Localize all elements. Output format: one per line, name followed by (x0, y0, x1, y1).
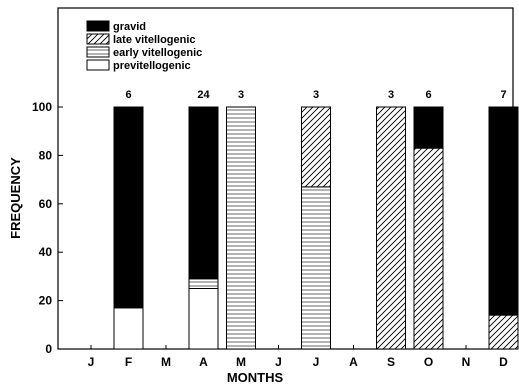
x-tick-label: J (275, 355, 282, 369)
bars-group (113, 106, 519, 350)
bar-segment-previtellogenic (188, 288, 219, 350)
bar-segment-gravid (113, 106, 144, 309)
bar-segment-late-vitellogenic (301, 106, 331, 188)
bar-segment-early-vitellogenic (301, 186, 331, 350)
sample-size-label: 6 (125, 89, 131, 101)
bar-segment-gravid (413, 106, 444, 149)
y-tick-label: 80 (39, 148, 53, 162)
y-tick-label: 0 (45, 342, 52, 356)
sample-size-label: 6 (425, 89, 431, 101)
sample-size-label: 3 (388, 89, 394, 101)
sample-size-label: 24 (197, 89, 210, 101)
legend-label: gravid (113, 21, 146, 33)
bar-segment-early-vitellogenic (226, 106, 256, 350)
x-tick-label: S (387, 355, 395, 369)
x-tick-label: A (349, 355, 358, 369)
y-tick-label: 60 (39, 197, 53, 211)
bar-segment-gravid (188, 106, 219, 280)
x-tick-label: F (125, 355, 132, 369)
bar-segment-late-vitellogenic (488, 314, 519, 350)
bar-segment-gravid (488, 106, 519, 316)
y-tick-label: 100 (32, 100, 52, 114)
legend-swatch (86, 59, 110, 71)
legend-label: early vitellogenic (113, 47, 202, 59)
bar-segment-previtellogenic (113, 307, 144, 350)
legend-swatch (86, 46, 110, 58)
x-tick-label: M (236, 355, 246, 369)
bar-segment-early-vitellogenic (188, 278, 219, 290)
x-tick-label: J (313, 355, 320, 369)
y-axis: 0 20 40 60 80 100 (32, 100, 63, 356)
x-tick-label: A (199, 355, 208, 369)
bar-segment-late-vitellogenic (413, 147, 444, 350)
x-tick-label: M (161, 355, 171, 369)
legend-label: late vitellogenic (113, 34, 196, 46)
sample-size-label: 7 (500, 89, 506, 101)
legend-swatch (86, 33, 110, 45)
sample-size-label: 3 (313, 89, 319, 101)
legend-label: previtellogenic (113, 60, 191, 72)
y-tick-label: 40 (39, 245, 53, 259)
sample-size-label: 3 (238, 89, 244, 101)
y-tick-label: 20 (39, 294, 53, 308)
x-tick-label: D (499, 355, 508, 369)
x-tick-label: J (88, 355, 95, 369)
x-tick-label: N (462, 355, 471, 369)
sample-size-labels: 6 24 3 3 3 6 7 (125, 89, 506, 101)
x-tick-label: O (424, 355, 433, 369)
x-axis-title: MONTHS (227, 370, 284, 385)
legend-swatch (86, 20, 110, 32)
y-axis-title: FREQUENCY (8, 157, 23, 239)
bar-segment-late-vitellogenic (376, 106, 406, 350)
